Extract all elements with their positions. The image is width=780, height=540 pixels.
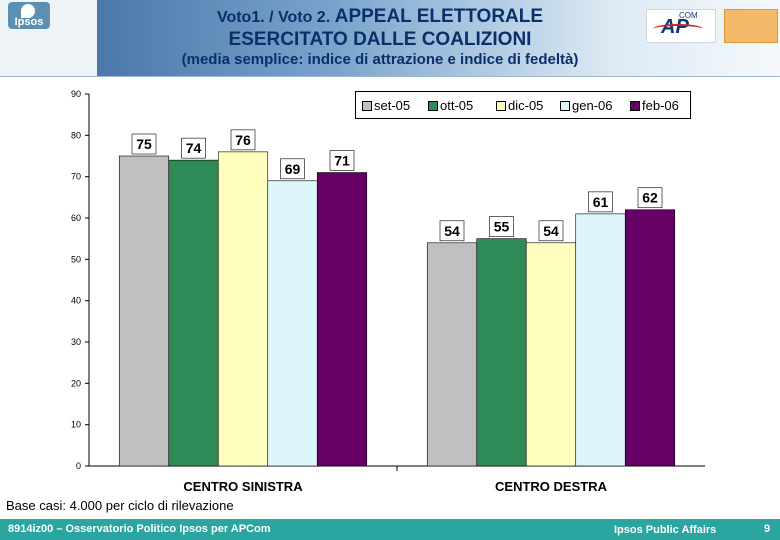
data-label-box — [329, 150, 355, 171]
bar — [316, 172, 368, 467]
y-tick-label: 20 — [71, 378, 81, 388]
partner-logo — [724, 9, 778, 43]
subtitle: (media semplice: indice di attrazione e … — [181, 51, 579, 68]
y-tick-label: 80 — [71, 130, 81, 140]
legend-swatch — [496, 101, 506, 111]
data-label-box — [538, 220, 564, 242]
ipsos-logo: Ipsos — [8, 2, 50, 29]
x-tick-label: CENTRO SINISTRA — [183, 479, 303, 494]
footer-source: 8914iz00 – Osservatorio Politico Ipsos p… — [8, 523, 271, 535]
y-tick-label: 0 — [76, 461, 81, 471]
bar — [426, 242, 478, 467]
data-label: 71 — [334, 153, 350, 169]
bar — [575, 213, 626, 467]
page-number: 9 — [764, 523, 771, 535]
data-label: 74 — [186, 140, 202, 156]
legend-swatch — [630, 101, 640, 111]
title-line2: ESERCITATO DALLE COALIZIONI — [228, 29, 532, 50]
ipsos-mark-icon — [21, 4, 35, 18]
data-label: 62 — [642, 190, 658, 206]
y-tick-label: 70 — [71, 172, 81, 182]
x-tick-label: CENTRO DESTRA — [495, 479, 608, 494]
data-label: 61 — [593, 194, 609, 210]
footer-brand: Ipsos Public Affairs — [614, 524, 717, 536]
y-tick-label: 40 — [71, 296, 81, 306]
bar-chart: 0 10 20 30 40 50 60 70 80 90 75 74 76 69 71 CENTRO SINI… — [71, 89, 705, 494]
bar — [118, 155, 170, 467]
ipsos-logo-text: Ipsos — [14, 16, 44, 28]
footer: 8914iz00 – Osservatorio Politico Ipsos p… — [0, 519, 780, 540]
bar — [525, 242, 577, 467]
header-divider — [0, 76, 780, 77]
legend-swatch — [362, 101, 372, 111]
data-label-box — [131, 133, 157, 155]
legend-label: gen-06 — [572, 98, 613, 113]
apcom-swoosh-icon — [653, 24, 703, 34]
header: Ipsos Voto1. / Voto 2. APPEAL ELETTORALE… — [0, 0, 780, 76]
apcom-logo: AP COM — [646, 9, 716, 43]
title-line1: APPEAL ELETTORALE — [334, 6, 544, 27]
data-label: 54 — [543, 223, 559, 239]
chart-legend: set-05 ott-05 dic-05 gen-06 feb-06 — [355, 91, 691, 119]
data-label-box — [489, 216, 514, 237]
bar — [624, 209, 676, 467]
apcom-logo-sup: COM — [679, 11, 698, 20]
title-prefix: Voto1. / Voto 2. — [216, 9, 331, 26]
data-label-box — [280, 158, 305, 180]
y-tick-label: 50 — [71, 254, 81, 264]
legend-label: set-05 — [374, 98, 411, 113]
legend-label: feb-06 — [642, 98, 679, 113]
data-label: 76 — [235, 132, 251, 148]
y-tick-label: 30 — [71, 337, 81, 347]
bar — [267, 180, 318, 467]
data-label: 55 — [494, 219, 510, 235]
legend-label: ott-05 — [440, 98, 474, 113]
data-label-box — [588, 191, 613, 213]
data-label-box — [230, 129, 256, 151]
data-label: 69 — [285, 161, 301, 177]
legend-swatch — [428, 101, 438, 111]
y-tick-label: 60 — [71, 213, 81, 223]
data-label-box — [637, 187, 663, 209]
data-label-box — [439, 220, 465, 242]
base-note: Base casi: 4.000 per ciclo di rilevazion… — [6, 498, 234, 513]
legend-label: dic-05 — [508, 98, 544, 113]
y-tick-label: 90 — [71, 89, 81, 99]
bar — [476, 238, 527, 467]
page-title: Voto1. / Voto 2. APPEAL ELETTORALE ESERC… — [120, 6, 640, 69]
legend-swatch — [560, 101, 570, 111]
bar — [168, 159, 219, 467]
data-label: 54 — [444, 223, 460, 239]
data-label: 75 — [136, 136, 152, 152]
bar — [217, 151, 269, 467]
data-label-box — [181, 137, 206, 159]
y-tick-label: 10 — [71, 420, 81, 430]
